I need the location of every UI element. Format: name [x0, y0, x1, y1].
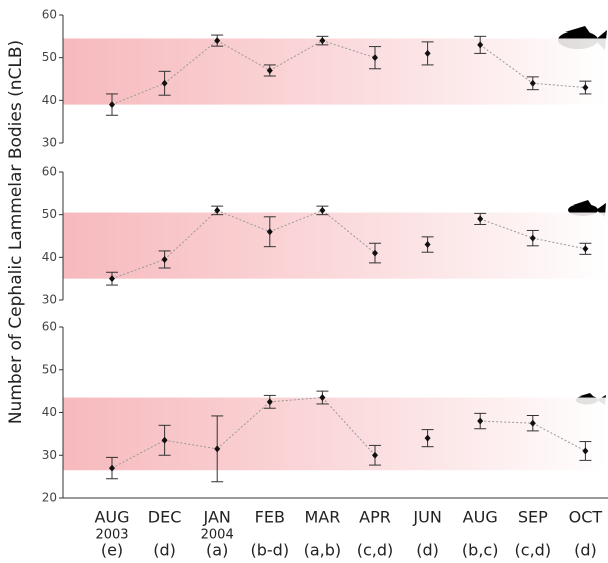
- x-tick-label: FEB: [255, 508, 285, 527]
- y-tick-label: 40: [42, 250, 57, 264]
- data-point: [529, 234, 536, 242]
- data-point: [477, 41, 484, 49]
- data-point: [266, 228, 273, 236]
- y-axis-label: Number of Cephalic Lammelar Bodies (nCLB…: [6, 40, 26, 424]
- data-point: [319, 37, 326, 45]
- connector: [111, 439, 165, 469]
- x-tick-label: JAN: [203, 508, 231, 527]
- data-point: [161, 255, 168, 263]
- y-tick-label: 30: [42, 136, 57, 150]
- group-label: (e): [101, 541, 123, 560]
- connector: [479, 44, 534, 84]
- data-point: [582, 245, 589, 253]
- data-point: [161, 79, 168, 87]
- data-point: [582, 84, 589, 92]
- data-point: [372, 249, 378, 257]
- year-label: 2003: [95, 528, 128, 543]
- data-point: [214, 37, 221, 45]
- data-point: [214, 206, 221, 214]
- group-label: (d): [574, 541, 597, 560]
- group-label: (c,d): [357, 541, 394, 560]
- group-label: (a,b): [304, 541, 342, 560]
- connector: [217, 209, 270, 233]
- y-tick-label: 40: [42, 93, 57, 107]
- connector: [269, 397, 323, 403]
- x-tick-label: MAR: [304, 508, 340, 527]
- y-tick-label: 60: [42, 320, 57, 334]
- y-tick-label: 60: [42, 8, 57, 22]
- x-tick-label: OCT: [569, 508, 603, 527]
- data-point: [109, 101, 115, 109]
- data-point: [319, 394, 326, 402]
- data-point: [424, 241, 431, 249]
- group-label: (a): [206, 541, 228, 560]
- data-point: [372, 451, 378, 459]
- shaded-band: [63, 212, 608, 279]
- x-tick-label: AUG: [463, 508, 498, 527]
- group-label: (d): [416, 541, 439, 560]
- connector: [322, 397, 376, 456]
- data-point: [582, 447, 589, 455]
- y-tick-label: 50: [42, 362, 57, 376]
- group-label: (c,d): [515, 541, 552, 560]
- data-point: [424, 434, 431, 442]
- x-tick-label: DEC: [148, 508, 182, 527]
- connector: [532, 237, 586, 250]
- y-tick-label: 60: [42, 165, 57, 179]
- y-tick-label: 30: [42, 293, 57, 307]
- x-tick-label: APR: [359, 508, 391, 527]
- group-label: (d): [153, 541, 176, 560]
- data-point: [529, 419, 536, 427]
- connector: [269, 209, 323, 233]
- y-tick-label: 30: [42, 448, 57, 462]
- data-point: [477, 417, 484, 425]
- x-tick-label: SEP: [518, 508, 548, 527]
- y-tick-label: 20: [42, 491, 57, 505]
- group-label: (b,c): [462, 541, 499, 560]
- group-label: (b-d): [251, 541, 290, 560]
- data-point: [424, 49, 431, 57]
- connector: [480, 420, 533, 424]
- x-tick-label: AUG: [94, 508, 129, 527]
- shaded-band: [63, 38, 608, 105]
- connector: [322, 40, 376, 59]
- connector: [480, 218, 533, 239]
- connector: [322, 210, 376, 254]
- y-tick-label: 40: [42, 405, 57, 419]
- data-point: [214, 445, 221, 453]
- data-point: [266, 66, 273, 74]
- data-point: [109, 275, 115, 283]
- y-tick-label: 50: [42, 207, 57, 221]
- connector: [111, 258, 165, 280]
- data-point: [319, 206, 326, 214]
- year-label: 2004: [201, 528, 234, 543]
- y-tick-label: 50: [42, 50, 57, 64]
- connector: [111, 82, 165, 106]
- data-point: [109, 464, 115, 472]
- data-point: [529, 79, 536, 87]
- shaded-band: [63, 397, 608, 471]
- x-tick-label: JUN: [412, 508, 441, 527]
- data-point: [161, 436, 168, 444]
- connector: [164, 40, 218, 84]
- connector: [532, 82, 586, 89]
- connector: [164, 439, 218, 450]
- connector: [532, 422, 586, 452]
- data-point: [477, 215, 484, 223]
- data-point: [266, 398, 273, 406]
- data-point: [372, 54, 378, 62]
